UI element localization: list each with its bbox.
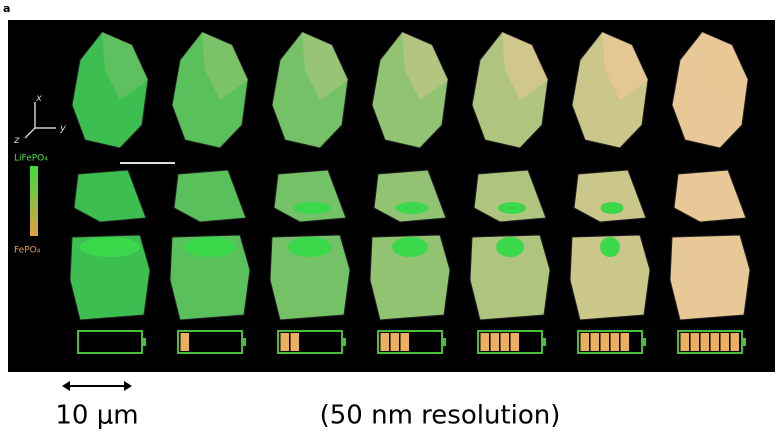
battery-segment [691, 333, 700, 351]
axis-z-label: z [13, 135, 20, 146]
battery-tip [342, 338, 346, 346]
crystal-bottom-core [288, 237, 332, 257]
battery-segment [611, 333, 620, 351]
battery-tip [442, 338, 446, 346]
crystal-core [293, 202, 331, 214]
legend-bottom: FePO₄ [14, 246, 41, 256]
battery-segment [391, 333, 400, 351]
battery-segment [511, 333, 520, 351]
axis-x-label: x [35, 93, 42, 104]
battery-tip [642, 338, 646, 346]
battery-segment [291, 333, 300, 351]
battery-segment [711, 333, 720, 351]
battery-segment [591, 333, 600, 351]
battery-segment [181, 333, 190, 351]
crystal-core [498, 202, 526, 214]
crystal-bottom-core [392, 237, 428, 257]
battery-segment [621, 333, 630, 351]
crystal-bottom [670, 235, 750, 320]
scale-label: 10 μm [55, 401, 138, 431]
battery-segment [481, 333, 490, 351]
battery-segment [491, 333, 500, 351]
axis-y-label: y [59, 123, 67, 134]
battery-segment [401, 333, 410, 351]
crystal-bottom-core [80, 237, 140, 257]
battery-tip [142, 338, 146, 346]
legend-bar [30, 166, 38, 236]
battery-segment [721, 333, 730, 351]
battery-tip [242, 338, 246, 346]
battery-segment [681, 333, 690, 351]
figure: a x y z LiFePO₄ FePO₄ 10 μm (50 nm resol… [0, 0, 784, 439]
crystal-bottom-core [184, 237, 236, 257]
battery-tip [742, 338, 746, 346]
battery-tip [542, 338, 546, 346]
legend-top: LiFePO₄ [14, 154, 48, 164]
battery-segment [601, 333, 610, 351]
battery-segment [731, 333, 740, 351]
crystal-bottom-core [496, 237, 524, 257]
panel-label: a [3, 2, 10, 15]
crystal-bottom-core [600, 237, 620, 257]
battery-segment [501, 333, 510, 351]
resolution-label: (50 nm resolution) [320, 401, 561, 431]
crystal-core [601, 202, 624, 214]
battery-segment [381, 333, 390, 351]
battery-segment [701, 333, 710, 351]
battery-segment [581, 333, 590, 351]
battery-segment [281, 333, 290, 351]
crystal-core [396, 202, 429, 214]
